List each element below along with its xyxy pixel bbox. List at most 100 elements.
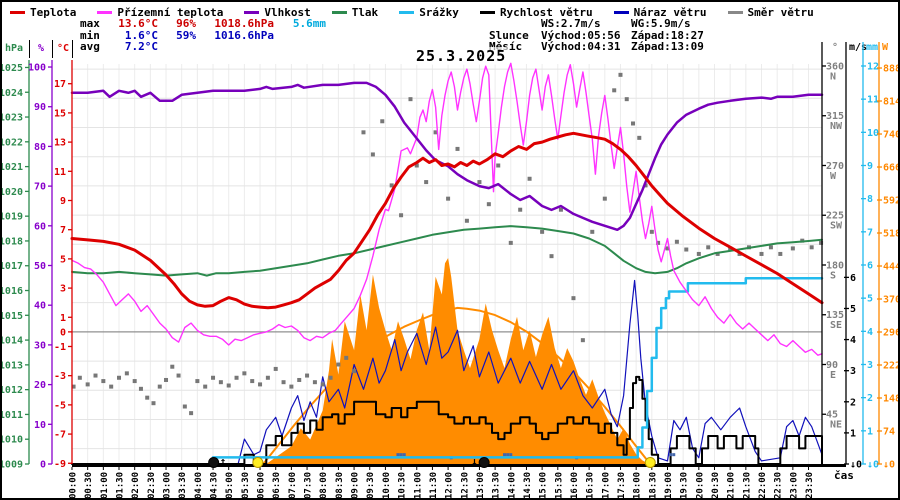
- w-tick-label: ↓0: [883, 460, 895, 471]
- time-tick-label: 06:00: [257, 472, 267, 498]
- w-tick-label: 370: [883, 295, 898, 306]
- wind-direction-point: [203, 384, 208, 389]
- time-tick-label: 04:00: [194, 472, 204, 498]
- legend-swatch: [613, 11, 629, 14]
- w-tick-label: 444: [883, 262, 898, 273]
- legend-item-0: Teplota: [10, 6, 76, 19]
- wind-direction-point: [370, 152, 375, 157]
- wind-direction-point: [656, 240, 661, 245]
- c-tick-label: 11: [54, 167, 66, 178]
- wind-direction-point: [182, 404, 187, 409]
- time-tick-label: 03:30: [178, 472, 188, 498]
- c-tick-label: 7: [60, 225, 66, 236]
- w-tick-label: 740: [883, 130, 898, 141]
- wind-direction-point: [312, 380, 317, 385]
- hpa-tick-label: 1009: [2, 460, 23, 471]
- legend-swatch: [10, 11, 25, 14]
- wind-direction-point: [101, 379, 106, 384]
- time-tick-label: 20:30: [711, 472, 721, 498]
- wind-direction-point: [289, 384, 294, 389]
- pct-tick-label: 70: [34, 182, 46, 193]
- deg-tick-dir-label: NW: [830, 121, 843, 132]
- deg-tick-dir-label: NE: [830, 420, 842, 431]
- time-tick-label: 17:30: [617, 472, 627, 498]
- time-tick-label: 00:30: [84, 472, 94, 498]
- humidity-line: [70, 81, 824, 232]
- time-tick-label: 06:30: [272, 472, 282, 498]
- deg-tick-dir-label: E: [830, 370, 836, 381]
- legend-item-6: Náraz větru: [613, 6, 707, 19]
- wind-direction-point: [93, 373, 98, 378]
- legend-label: Srážky: [419, 6, 459, 19]
- c-tick-label: -7: [54, 430, 66, 441]
- sun-row: Slunce Východ:05:56 Západ:18:27: [489, 29, 721, 42]
- time-tick-label: 03:00: [163, 472, 173, 498]
- wind-direction-point: [809, 245, 814, 250]
- deg-tick-dir-label: N: [830, 71, 836, 82]
- wind-direction-point: [527, 176, 532, 181]
- wind-direction-point: [665, 246, 670, 251]
- legend-label: Teplota: [30, 6, 77, 19]
- wind-direction-point: [336, 362, 341, 367]
- hpa-tick-label: 1021: [2, 162, 23, 173]
- stats-min-humidity: 59%: [176, 28, 196, 42]
- time-tick-label: 17:00: [601, 472, 611, 498]
- c-tick-label: 5: [60, 254, 66, 265]
- wind-direction-point: [684, 247, 689, 252]
- wind-direction-point: [455, 146, 460, 151]
- time-tick-label: 08:30: [335, 472, 345, 498]
- mm-tick-label: 11: [867, 95, 879, 106]
- chart-title: 25.3.2025: [414, 47, 509, 65]
- wind-direction-point: [464, 218, 469, 223]
- wind-direction-point: [618, 72, 623, 77]
- time-tick-label: 10:30: [398, 472, 408, 498]
- time-tick-label: 04:30: [210, 472, 220, 498]
- legend-swatch: [97, 11, 113, 14]
- stats-min-label: min: [80, 28, 100, 42]
- rain-intensity-marks-point: [399, 453, 403, 457]
- ground-temperature-line: [71, 62, 823, 356]
- w-tick-label: 296: [883, 328, 898, 339]
- deg-tick-label: 135: [826, 310, 844, 321]
- wind-direction-point: [590, 229, 595, 234]
- sunset-marker: [644, 457, 656, 468]
- wind-direction-point: [361, 130, 366, 135]
- time-tick-label: 12:30: [460, 472, 470, 498]
- mm-tick-label: 7: [867, 227, 873, 238]
- wind-gust-line: [71, 279, 823, 465]
- wind-direction-point: [414, 163, 419, 168]
- wind-direction-point: [211, 375, 216, 380]
- stats-max-pressure: 1018.6hPa: [214, 17, 274, 30]
- stats-min-pressure: 1016.6hPa: [214, 28, 274, 42]
- time-tick-label: 13:00: [476, 472, 486, 498]
- sun-moon-info: WS:2.7m/s WG:5.9m/s Slunce Východ:05:56 …: [489, 18, 721, 53]
- time-tick-label: 21:30: [742, 472, 752, 498]
- stats-max-humidity: 96%: [176, 17, 196, 30]
- ms-tick-label: 4: [850, 335, 856, 346]
- c-tick-label: 3: [60, 284, 66, 295]
- time-tick-label: 18:00: [633, 472, 643, 498]
- w-tick-label: 888: [883, 64, 898, 75]
- deg-tick-dir-label: SE: [830, 320, 842, 331]
- hpa-tick-label: 1025: [2, 63, 23, 74]
- wind-direction-point: [580, 338, 585, 343]
- mm-tick-label: 12: [867, 61, 879, 72]
- precipitation-line: [211, 277, 824, 459]
- pct-tick-label: 0: [40, 460, 46, 471]
- wind-direction-point: [176, 373, 181, 378]
- legend-swatch: [331, 11, 347, 14]
- wind-gust-max: WG:5.9m/s: [631, 17, 691, 30]
- wind-direction-point: [778, 251, 783, 256]
- hpa-tick-label: 1024: [2, 88, 23, 99]
- ms-tick-label: ↓0: [850, 460, 862, 471]
- wind-direction-point: [258, 382, 263, 387]
- legend-swatch: [399, 11, 415, 14]
- wind-summary-row: WS:2.7m/s WG:5.9m/s: [489, 18, 721, 30]
- wind-direction-point: [242, 371, 247, 376]
- moonset-time: Západ:13:09: [631, 40, 704, 53]
- hpa-tick-label: 1018: [2, 236, 23, 247]
- w-tick-label: 148: [883, 394, 898, 405]
- wind-direction-point: [477, 180, 482, 185]
- wind-direction-point: [446, 196, 451, 201]
